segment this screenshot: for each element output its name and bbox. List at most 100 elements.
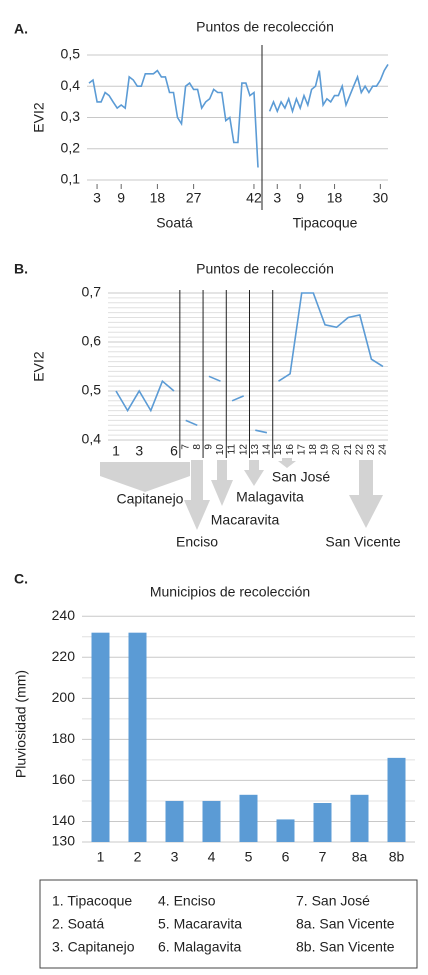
x-tick-label: 24 — [378, 444, 389, 456]
x-tick-label: 13 — [250, 444, 261, 456]
arrow — [211, 460, 233, 506]
x-tick-label: 5 — [245, 849, 253, 865]
x-tick-label: 3 — [93, 190, 101, 206]
group-label: San José — [272, 469, 331, 485]
y-tick-label: 0,5 — [61, 46, 81, 62]
bar — [165, 800, 184, 842]
legend-item: 1. Tipacoque — [52, 893, 132, 909]
x-tick-label: 19 — [320, 444, 331, 456]
y-tick-label: 0,3 — [61, 108, 81, 124]
x-tick-label: 18 — [150, 190, 166, 206]
x-tick-label: 9 — [204, 444, 215, 450]
arrow — [244, 460, 264, 486]
group-label: Enciso — [176, 534, 218, 550]
y-axis-label: EVI2 — [31, 102, 47, 133]
line — [115, 379, 175, 413]
x-tick-label: 8b — [389, 849, 405, 865]
x-tick-label: 3 — [135, 443, 143, 459]
line — [185, 419, 198, 427]
legend-item: 3. Capitanejo — [52, 939, 135, 955]
bar — [239, 794, 258, 842]
arrows — [100, 458, 383, 530]
panel-label: A. — [14, 21, 28, 37]
x-tick-label: 3 — [171, 849, 179, 865]
bar — [387, 757, 406, 842]
y-tick-label: 0,6 — [82, 333, 102, 349]
group-label: Soatá — [156, 215, 193, 231]
x-tick-label: 11 — [227, 444, 238, 455]
x-tick-label: 42 — [246, 190, 262, 206]
legend-item: 8b. San Vicente — [296, 939, 395, 955]
legend-item: 8a. San Vicente — [296, 916, 395, 932]
x-tick-label: 8a — [352, 849, 368, 865]
panel-label: C. — [14, 571, 28, 587]
chart-title: Municipios de recolección — [150, 584, 310, 600]
x-tick-label: 6 — [282, 849, 290, 865]
x-tick-label: 15 — [273, 444, 284, 456]
legend-item: 5. Macaravita — [158, 916, 242, 932]
y-tick-label: 0,5 — [82, 382, 102, 398]
chart-title: Puntos de recolección — [196, 19, 334, 35]
y-tick-label: 130 — [52, 833, 76, 849]
line — [268, 63, 389, 115]
x-tick-label: 8 — [192, 444, 203, 450]
y-axis-label: EVI2 — [31, 351, 47, 382]
y-tick-label: 0,4 — [61, 77, 81, 93]
arrow — [278, 458, 296, 468]
x-tick-label: 27 — [186, 190, 202, 206]
panel-label: B. — [14, 261, 28, 277]
group-label: Capitanejo — [117, 491, 184, 507]
x-tick-label: 22 — [354, 444, 365, 456]
line — [255, 429, 268, 434]
y-tick-label: 0,7 — [82, 284, 102, 300]
x-tick-label: 6 — [170, 443, 178, 459]
legend-item: 4. Enciso — [158, 893, 216, 909]
bar — [313, 803, 332, 842]
line — [278, 292, 384, 382]
x-tick-label: 16 — [285, 444, 296, 456]
x-tick-label: 4 — [208, 849, 216, 865]
line — [231, 395, 245, 402]
arrow — [349, 460, 383, 528]
x-tick-label: 14 — [262, 444, 273, 456]
x-tick-label: 17 — [296, 444, 307, 456]
y-tick-label: 0,4 — [82, 431, 102, 447]
x-tick-label: 9 — [296, 190, 304, 206]
y-tick-label: 180 — [52, 730, 76, 746]
legend-box — [39, 879, 418, 969]
x-tick-label: 9 — [117, 190, 125, 206]
bar — [350, 794, 369, 842]
y-tick-label: 220 — [52, 648, 76, 664]
legend-item: 7. San José — [296, 893, 370, 909]
x-tick-label: 1 — [112, 443, 120, 459]
x-tick-label: 21 — [343, 444, 354, 456]
x-tick-label: 20 — [331, 444, 342, 456]
chart-title: Puntos de recolección — [196, 261, 334, 277]
bar — [91, 632, 110, 842]
y-tick-label: 200 — [52, 689, 76, 705]
bar — [202, 800, 221, 842]
x-tick-label: 7 — [319, 849, 327, 865]
y-tick-label: 140 — [52, 812, 76, 828]
x-tick-label: 3 — [273, 190, 281, 206]
group-label: Malagavita — [236, 489, 304, 505]
arrow — [100, 462, 190, 492]
bar — [276, 819, 295, 842]
x-tick-label: 2 — [134, 849, 142, 865]
line — [208, 375, 221, 382]
y-axis-label: Pluviosidad (mm) — [13, 670, 29, 778]
x-tick-label: 23 — [366, 444, 377, 456]
group-label: San Vicente — [325, 534, 400, 550]
line — [88, 69, 259, 168]
y-tick-label: 0,2 — [61, 139, 81, 155]
group-label: Tipacoque — [293, 215, 358, 231]
x-tick-label: 10 — [215, 444, 226, 456]
bar — [128, 632, 147, 842]
x-tick-label: 1 — [97, 849, 105, 865]
x-tick-label: 18 — [308, 444, 319, 456]
legend-item: 2. Soatá — [52, 916, 104, 932]
y-tick-label: 0,1 — [61, 171, 81, 187]
y-tick-label: 240 — [52, 607, 76, 623]
y-tick-label: 160 — [52, 771, 76, 787]
